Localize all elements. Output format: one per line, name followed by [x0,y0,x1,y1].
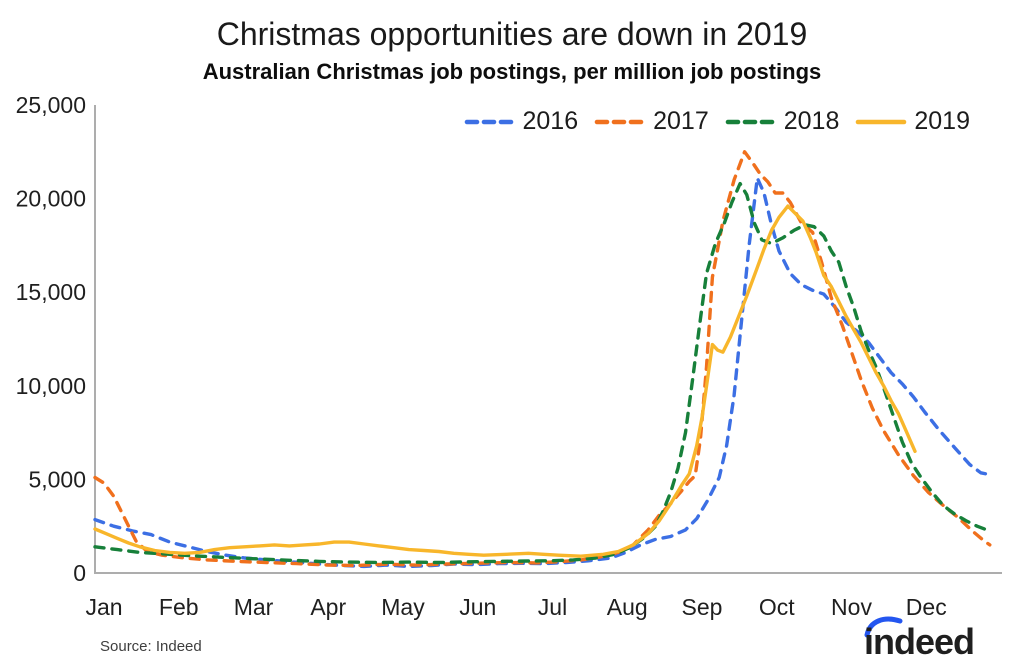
series-line-2017 [93,150,992,568]
legend-label-2019: 2019 [914,107,970,135]
x-tick-label: Jul [538,594,567,620]
x-tick-label: Jan [85,594,122,620]
legend-swatch-2018 [725,119,777,124]
legend-swatch-2016 [464,119,515,124]
x-tick-label: Jun [459,594,496,620]
indeed-logo: indeed [860,614,1012,665]
legend-item-2017: 2017 [594,109,709,134]
legend-swatch-2019 [856,119,907,124]
series-line-2019 [93,204,917,558]
legend-item-2019: 2019 [855,109,970,134]
chart-legend: 2016 2017 2018 2019 [448,107,970,135]
y-tick-label: 10,000 [16,373,86,399]
x-tick-label: Apr [310,594,346,620]
y-tick-label: 0 [73,560,86,586]
y-tick-label: 5,000 [28,466,86,492]
legend-label-2016: 2016 [522,107,579,135]
legend-label-2017: 2017 [653,107,709,135]
series-line-2016 [93,176,992,569]
series-line-2018 [93,181,992,565]
chart-title: Christmas opportunities are down in 2019 [216,16,808,52]
x-tick-label: Sep [682,594,723,620]
x-tick-label: Mar [234,594,274,620]
indeed-swoosh-icon [864,616,903,638]
indeed-logo-graphic: indeed [864,616,975,662]
source-text: Source: Indeed [100,638,202,655]
x-tick-label: Nov [831,594,872,620]
legend-swatch-2017 [594,119,646,124]
legend-label-2018: 2018 [783,107,840,135]
y-tick-label: 25,000 [16,92,86,118]
x-tick-label: May [381,594,425,620]
x-tick-label: Aug [607,594,648,620]
x-tick-label: Oct [759,594,795,620]
chart-subtitle: Australian Christmas job postings, per m… [202,59,822,84]
y-tick-label: 20,000 [16,186,86,212]
legend-item-2018: 2018 [725,107,840,135]
y-tick-label: 15,000 [16,279,86,305]
x-tick-label: Feb [159,594,199,620]
legend-item-2016: 2016 [464,107,579,135]
x-tick-label: Dec [906,594,947,620]
indeed-logo-text: indeed [864,621,974,660]
